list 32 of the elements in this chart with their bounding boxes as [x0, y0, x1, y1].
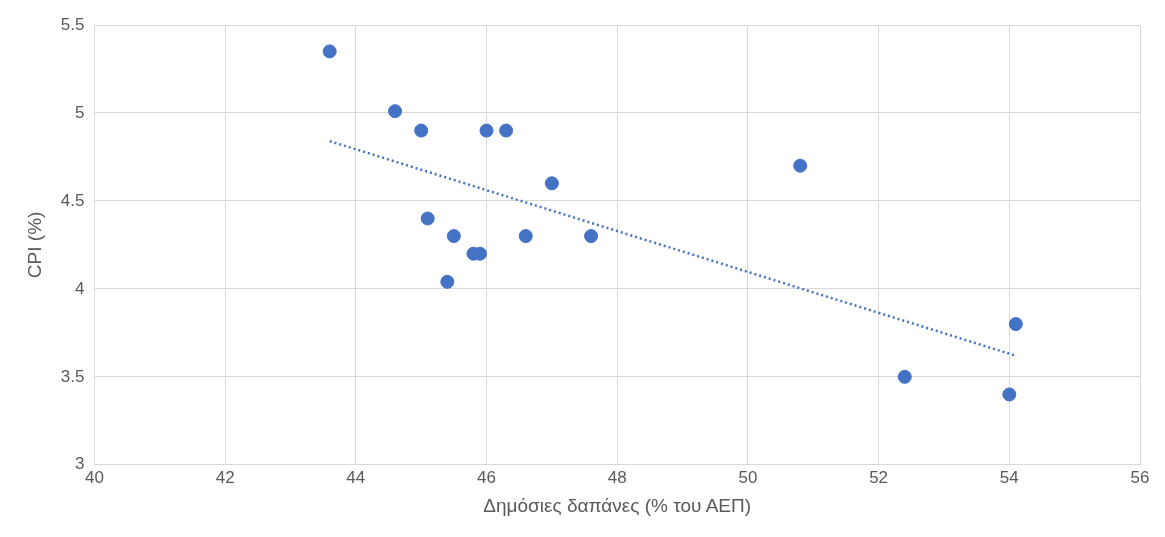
x-tick-label: 44	[346, 467, 366, 487]
y-tick-label: 3	[74, 454, 85, 474]
point	[388, 104, 403, 119]
point	[440, 274, 455, 289]
x-tick-label: 56	[1130, 467, 1150, 487]
point	[793, 158, 808, 173]
point	[544, 176, 559, 191]
point	[499, 123, 514, 138]
y-tick-label: 3.5	[60, 366, 85, 386]
point	[897, 369, 912, 384]
x-tick-label: 48	[607, 467, 627, 487]
point	[420, 211, 435, 226]
y-tick-label: 5	[74, 102, 85, 122]
point	[584, 229, 599, 244]
point	[518, 229, 533, 244]
x-tick-label: 42	[215, 467, 235, 487]
y-axis-title: CPI (%)	[23, 211, 45, 279]
y-tick-label: 4	[74, 278, 85, 298]
y-tick-label: 4.5	[60, 190, 85, 210]
point	[322, 44, 337, 59]
point	[1008, 317, 1023, 332]
point	[479, 123, 494, 138]
point	[446, 229, 461, 244]
x-tick-label: 50	[738, 467, 758, 487]
y-tick-label: 5.5	[60, 14, 85, 34]
x-tick-label: 40	[84, 467, 104, 487]
x-tick-label: 54	[999, 467, 1019, 487]
point	[414, 123, 429, 138]
point	[1002, 387, 1017, 402]
x-tick-label: 52	[869, 467, 889, 487]
x-axis-title: Δημόσιες δαπάνες (% του ΑΕΠ)	[483, 494, 752, 516]
x-tick-label: 46	[477, 467, 496, 487]
